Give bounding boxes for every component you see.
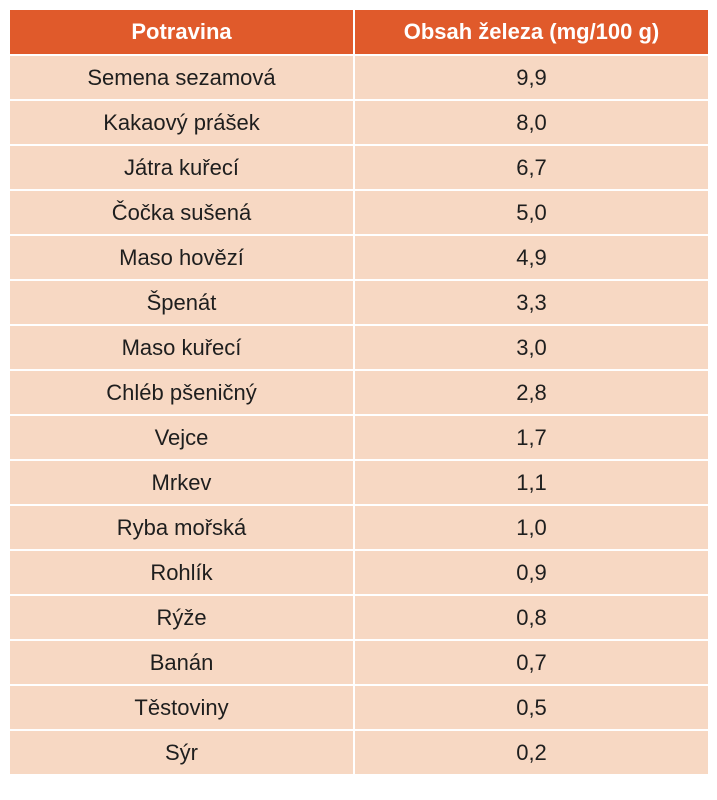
iron-value-cell: 8,0 (354, 99, 708, 145)
food-cell: Rýže (10, 594, 355, 640)
table-row: Semena sezamová 9,9 (10, 54, 708, 100)
food-cell: Mrkev (10, 459, 355, 505)
iron-content-table: Potravina Obsah železa (mg/100 g) Semena… (10, 10, 708, 774)
iron-value-cell: 6,7 (354, 144, 708, 190)
food-cell: Ryba mořská (10, 504, 355, 550)
iron-content-table-wrapper: Potravina Obsah železa (mg/100 g) Semena… (10, 10, 708, 774)
header-iron-content: Obsah železa (mg/100 g) (354, 10, 708, 55)
table-row: Játra kuřecí 6,7 (10, 144, 708, 190)
table-row: Vejce 1,7 (10, 414, 708, 460)
table-row: Rýže 0,8 (10, 594, 708, 640)
food-cell: Semena sezamová (10, 54, 355, 100)
table-row: Čočka sušená 5,0 (10, 189, 708, 235)
table-row: Těstoviny 0,5 (10, 684, 708, 730)
iron-value-cell: 0,2 (354, 729, 708, 774)
food-cell: Těstoviny (10, 684, 355, 730)
table-row: Špenát 3,3 (10, 279, 708, 325)
table-row: Maso hovězí 4,9 (10, 234, 708, 280)
iron-value-cell: 1,1 (354, 459, 708, 505)
iron-value-cell: 9,9 (354, 54, 708, 100)
food-cell: Maso kuřecí (10, 324, 355, 370)
food-cell: Maso hovězí (10, 234, 355, 280)
iron-value-cell: 3,0 (354, 324, 708, 370)
iron-value-cell: 4,9 (354, 234, 708, 280)
food-cell: Kakaový prášek (10, 99, 355, 145)
table-row: Ryba mořská 1,0 (10, 504, 708, 550)
food-cell: Vejce (10, 414, 355, 460)
iron-value-cell: 3,3 (354, 279, 708, 325)
table-header: Potravina Obsah železa (mg/100 g) (10, 10, 708, 55)
iron-value-cell: 5,0 (354, 189, 708, 235)
iron-value-cell: 0,8 (354, 594, 708, 640)
food-cell: Čočka sušená (10, 189, 355, 235)
table-row: Banán 0,7 (10, 639, 708, 685)
table-row: Mrkev 1,1 (10, 459, 708, 505)
food-cell: Rohlík (10, 549, 355, 595)
food-cell: Sýr (10, 729, 355, 774)
table-row: Maso kuřecí 3,0 (10, 324, 708, 370)
table-row: Rohlík 0,9 (10, 549, 708, 595)
header-food: Potravina (10, 10, 355, 55)
iron-value-cell: 1,0 (354, 504, 708, 550)
table-row: Kakaový prášek 8,0 (10, 99, 708, 145)
iron-value-cell: 0,9 (354, 549, 708, 595)
table-row: Chléb pšeničný 2,8 (10, 369, 708, 415)
food-cell: Špenát (10, 279, 355, 325)
food-cell: Játra kuřecí (10, 144, 355, 190)
iron-value-cell: 0,5 (354, 684, 708, 730)
table-body: Semena sezamová 9,9 Kakaový prášek 8,0 J… (10, 54, 708, 774)
food-cell: Banán (10, 639, 355, 685)
table-row: Sýr 0,2 (10, 729, 708, 774)
food-cell: Chléb pšeničný (10, 369, 355, 415)
header-row: Potravina Obsah železa (mg/100 g) (10, 10, 708, 55)
iron-value-cell: 2,8 (354, 369, 708, 415)
iron-value-cell: 1,7 (354, 414, 708, 460)
iron-value-cell: 0,7 (354, 639, 708, 685)
